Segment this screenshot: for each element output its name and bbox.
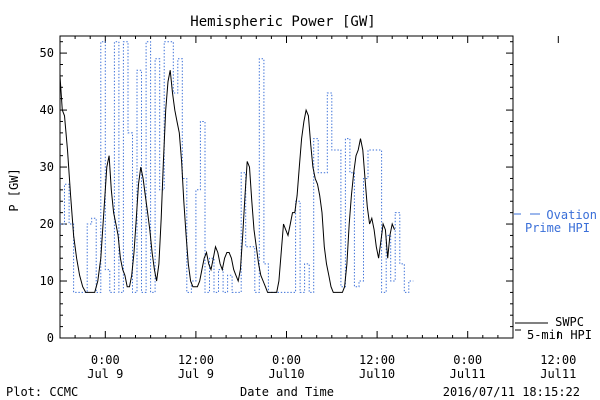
x-tick-label-date: Jul10	[359, 367, 395, 381]
y-tick-label: 10	[40, 274, 54, 288]
series-layer	[59, 41, 414, 293]
x-tick-label-date: Jul 9	[178, 367, 214, 381]
x-tick-label-time: 12:00	[540, 353, 576, 367]
y-tick-label: 50	[40, 46, 54, 60]
timestamp: 2016/07/11 18:15:22	[443, 385, 580, 399]
y-tick-label: 30	[40, 160, 54, 174]
x-tick-label-date: Jul11	[540, 367, 576, 381]
x-tick-label-time: 12:00	[359, 353, 395, 367]
x-tick-label-date: Jul10	[268, 367, 304, 381]
y-tick-label: 20	[40, 217, 54, 231]
legend-label-ovation: Ovation	[546, 208, 597, 222]
series-line-ovation-prime	[60, 41, 414, 293]
legend-label-swpc: SWPC	[555, 315, 584, 329]
x-tick-label-date: Jul11	[450, 367, 486, 381]
legend-label-ovation-2: Prime HPI	[525, 221, 590, 235]
x-tick-label-time: 0:00	[272, 353, 301, 367]
x-axis-label: Date and Time	[240, 385, 334, 399]
x-tick-label-time: 12:00	[178, 353, 214, 367]
plot-credit: Plot: CCMC	[6, 385, 78, 399]
y-axis-label: P [GW]	[7, 168, 21, 211]
x-tick-label-date: Jul 9	[87, 367, 123, 381]
x-tick-label-time: 0:00	[453, 353, 482, 367]
legend-label-swpc-2: 5-min HPI	[527, 328, 592, 342]
y-tick-label: 0	[47, 331, 54, 345]
y-tick-label: 40	[40, 103, 54, 117]
x-tick-label-time: 0:00	[91, 353, 120, 367]
chart-title: Hemispheric Power [GW]	[190, 14, 375, 30]
series-line-swpc	[59, 70, 395, 293]
